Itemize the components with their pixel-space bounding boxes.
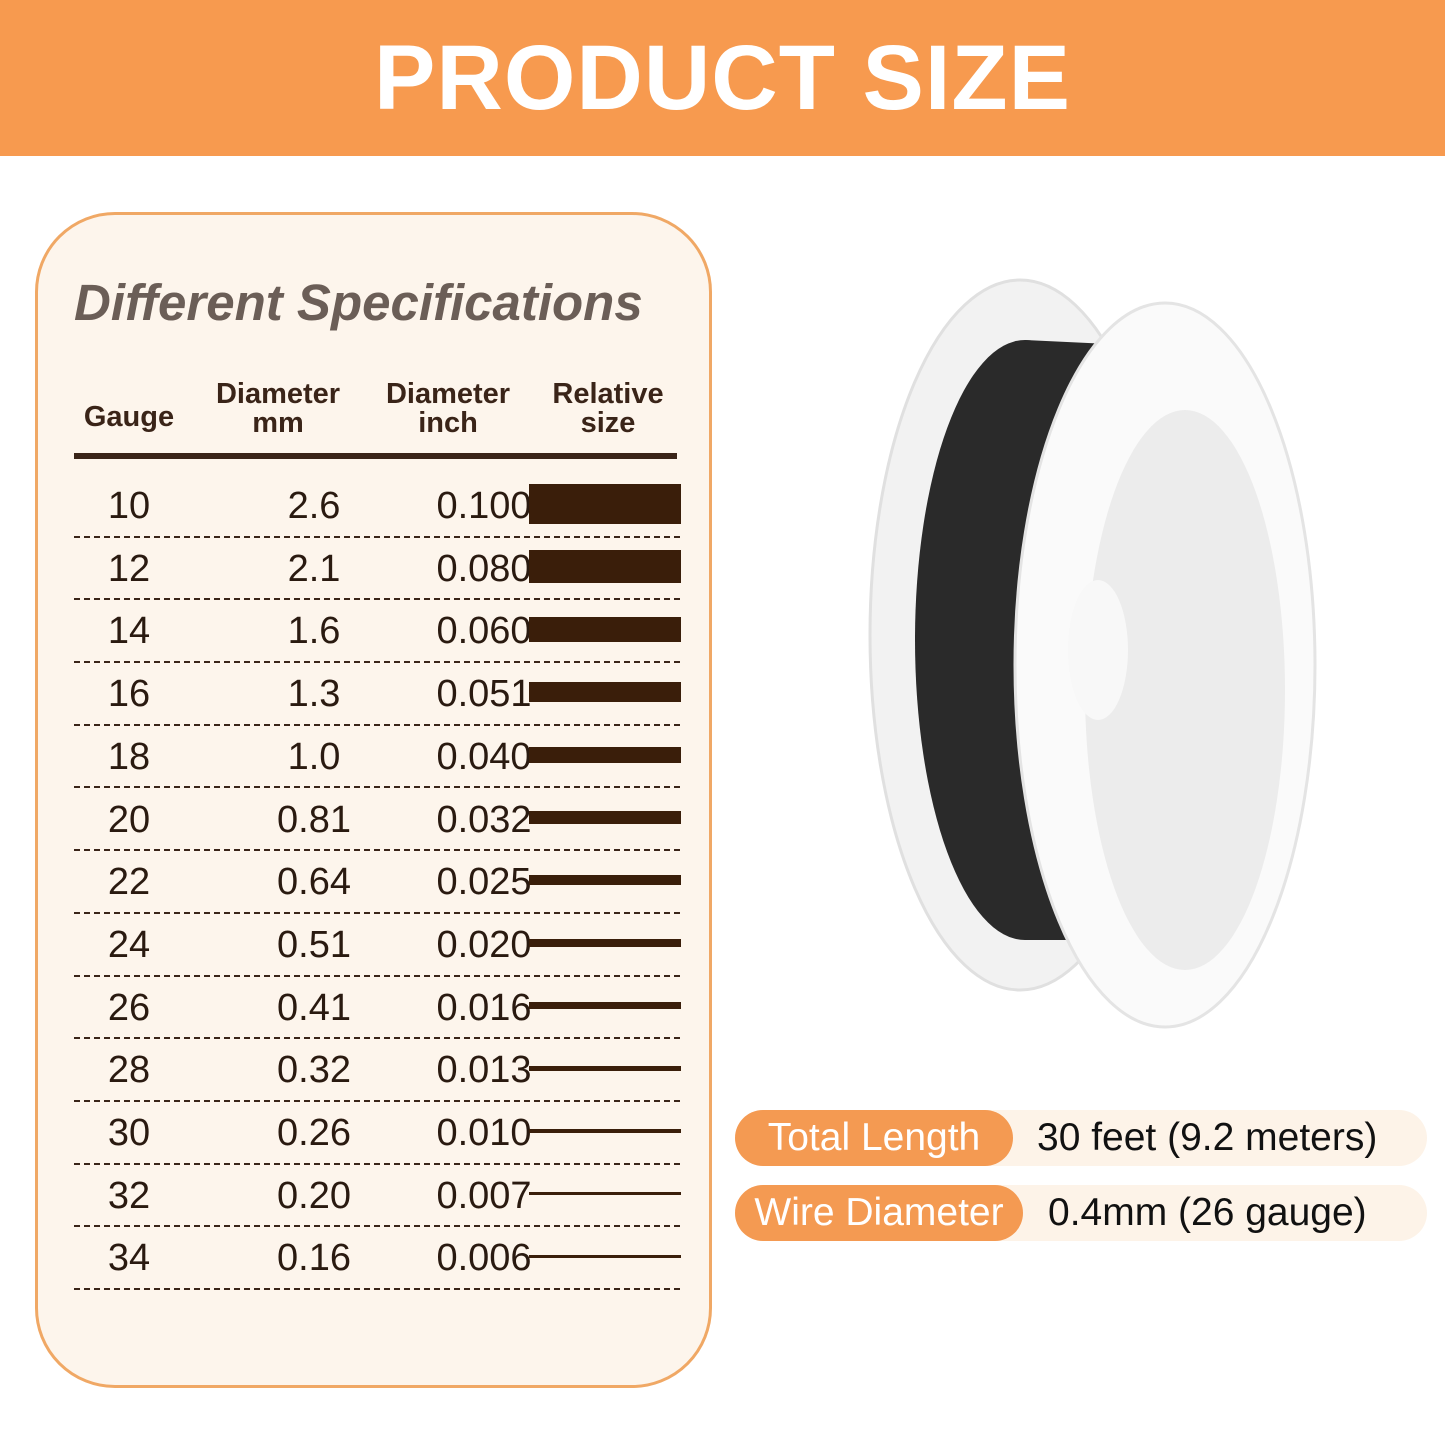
wire-spool-image	[868, 278, 1317, 1029]
cell-gauge: 12	[107, 547, 151, 590]
detail-value: 0.4mm (26 gauge)	[1048, 1191, 1367, 1234]
cell-inch: 0.016	[436, 986, 532, 1029]
cell-inch: 0.013	[436, 1049, 532, 1092]
header-line: mm	[252, 407, 304, 439]
specifications-card: Different Specifications Gauge Diameter m…	[35, 212, 712, 1388]
cell-inch: 0.040	[436, 735, 532, 778]
header-line: inch	[418, 407, 478, 439]
cell-inch: 0.020	[436, 923, 532, 966]
relative-size-bar	[529, 550, 681, 583]
spec-row: 34 0.16 0.006	[74, 1227, 681, 1291]
cell-gauge: 14	[107, 610, 151, 653]
cell-mm: 0.81	[277, 798, 351, 841]
relative-size-bar	[529, 1255, 681, 1258]
header-divider	[74, 453, 677, 459]
cell-inch: 0.100	[436, 485, 532, 527]
spec-row: 24 0.51 0.020	[74, 914, 681, 977]
header-relative-size: Relative size	[533, 380, 683, 438]
detail-total-length: Total Length 30 feet (9.2 meters)	[735, 1110, 1427, 1166]
relative-size-bar	[529, 938, 681, 947]
spec-row: 30 0.26 0.010	[74, 1102, 681, 1165]
cell-gauge: 10	[107, 485, 151, 527]
spec-row: 14 1.6 0.060	[74, 600, 681, 664]
cell-mm: 0.32	[277, 1049, 351, 1092]
relative-size-bar	[529, 875, 681, 886]
cell-gauge: 34	[107, 1237, 151, 1280]
relative-size-bar	[529, 483, 681, 525]
relative-size-bar	[529, 682, 681, 703]
header-line: size	[580, 407, 636, 439]
relative-size-bar	[529, 616, 681, 642]
detail-value: 30 feet (9.2 meters)	[1037, 1116, 1378, 1159]
header-line: Diameter	[385, 378, 511, 410]
relative-size-bar	[529, 811, 681, 824]
cell-inch: 0.010	[436, 1112, 532, 1154]
relative-size-bar	[529, 1128, 681, 1133]
cell-mm: 1.6	[287, 610, 341, 653]
cell-mm: 0.26	[277, 1112, 351, 1154]
cell-gauge: 30	[107, 1112, 151, 1154]
header-diameter-mm: Diameter mm	[203, 380, 353, 438]
card-title: Different Specifications	[74, 274, 643, 331]
header-gauge: Gauge	[83, 401, 175, 433]
cell-inch: 0.032	[436, 798, 532, 841]
relative-size-bar	[529, 1065, 681, 1071]
header-line: Diameter	[215, 378, 341, 410]
cell-gauge: 22	[107, 861, 151, 904]
cell-inch: 0.025	[436, 861, 532, 904]
spec-row: 18 1.0 0.040	[74, 726, 681, 789]
cell-inch: 0.007	[436, 1174, 532, 1217]
cell-inch: 0.060	[436, 610, 532, 653]
cell-mm: 0.64	[277, 861, 351, 904]
header-diameter-inch: Diameter inch	[373, 380, 523, 438]
cell-inch: 0.006	[436, 1237, 532, 1280]
detail-wire-diameter: Wire Diameter 0.4mm (26 gauge)	[735, 1185, 1427, 1241]
cell-mm: 0.41	[277, 986, 351, 1029]
relative-size-bar	[529, 747, 681, 763]
cell-mm: 0.51	[277, 923, 351, 966]
cell-inch: 0.080	[436, 547, 532, 590]
cell-gauge: 26	[107, 986, 151, 1029]
spool-hub	[1068, 580, 1128, 720]
spec-row: 16 1.3 0.051	[74, 663, 681, 726]
spec-row: 20 0.81 0.032	[74, 789, 681, 852]
spec-row: 26 0.41 0.016	[74, 977, 681, 1040]
cell-mm: 0.20	[277, 1174, 351, 1217]
cell-mm: 1.0	[287, 735, 341, 778]
cell-gauge: 28	[107, 1049, 151, 1092]
cell-mm: 2.6	[287, 485, 341, 527]
header-line: Relative	[552, 378, 664, 410]
banner: PRODUCT SIZE	[0, 0, 1445, 156]
spec-row: 12 2.1 0.080	[74, 538, 681, 601]
cell-mm: 0.16	[277, 1237, 351, 1280]
cell-gauge: 18	[107, 735, 151, 778]
cell-gauge: 20	[107, 798, 151, 841]
cell-mm: 1.3	[287, 673, 341, 716]
cell-mm: 2.1	[287, 547, 341, 590]
spec-row: 22 0.64 0.025	[74, 851, 681, 914]
detail-label: Total Length	[735, 1110, 1013, 1166]
relative-size-bar	[529, 1002, 681, 1009]
cell-inch: 0.051	[436, 673, 532, 716]
relative-size-bar	[529, 1192, 681, 1196]
cell-gauge: 16	[107, 673, 151, 716]
spool-inner-face	[1085, 410, 1285, 970]
cell-gauge: 24	[107, 923, 151, 966]
banner-title: PRODUCT SIZE	[374, 26, 1071, 129]
spec-row: 10 2.6 0.100	[74, 475, 681, 538]
spec-row: 32 0.20 0.007	[74, 1165, 681, 1228]
spec-row: 28 0.32 0.013	[74, 1039, 681, 1102]
cell-gauge: 32	[107, 1174, 151, 1217]
detail-label: Wire Diameter	[735, 1185, 1023, 1241]
